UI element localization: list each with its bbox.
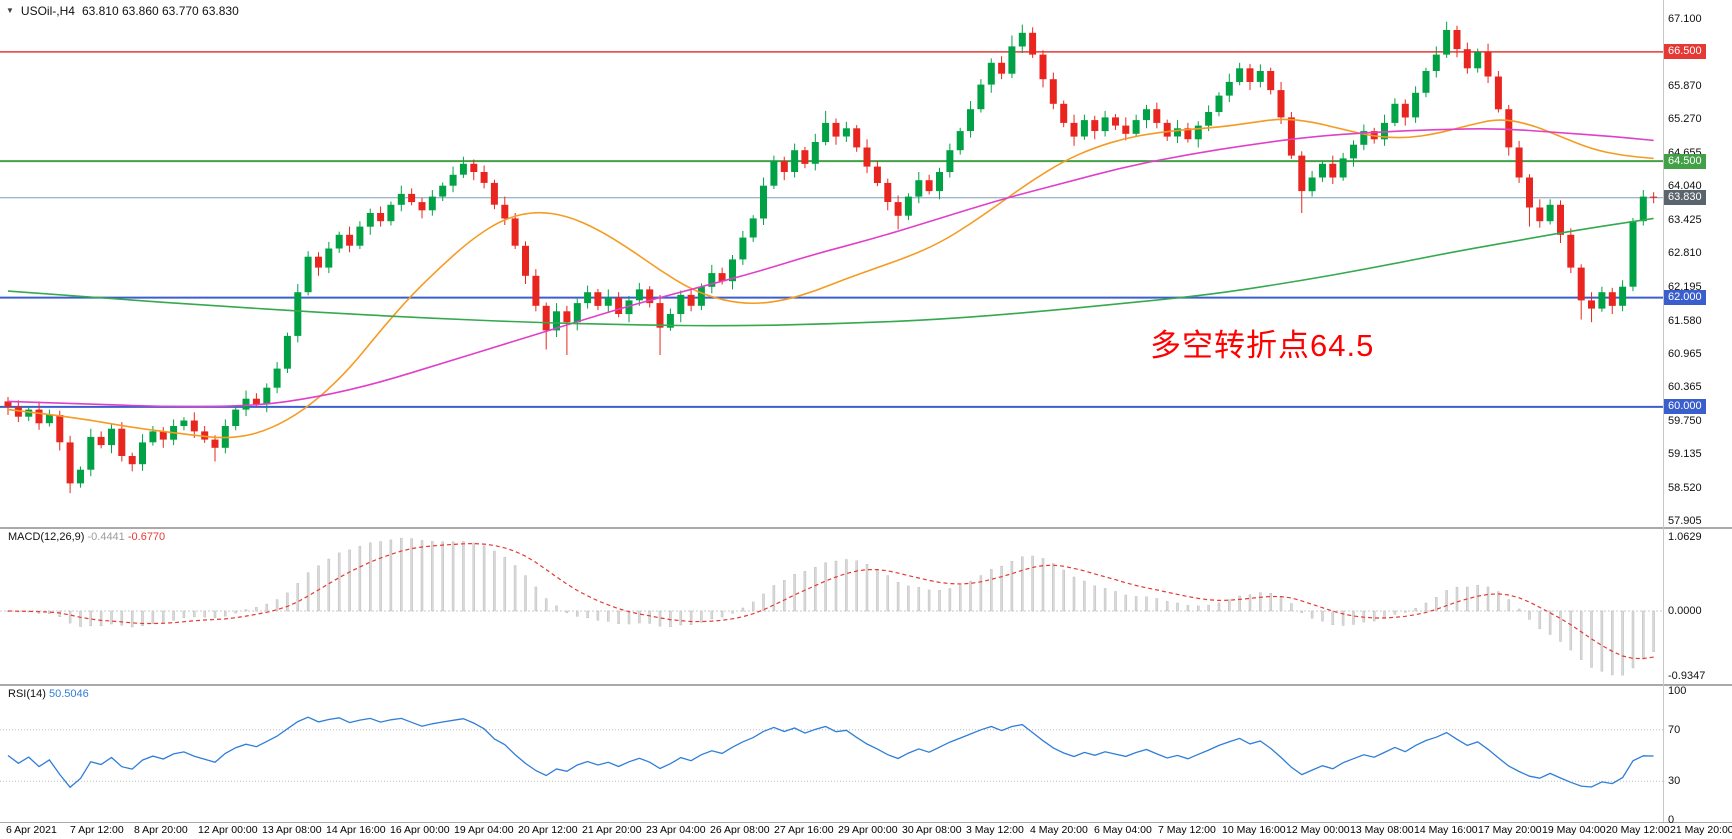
ma-fast-orange-line: [7, 118, 1654, 439]
ma-mid-magenta-line: [7, 127, 1654, 408]
rsi-value: 50.5046: [48, 688, 89, 700]
macd-name: MACD(12,26,9): [8, 531, 85, 543]
panel-separator: [0, 684, 1732, 686]
ohlc-quote-label: 63.810 63.860 63.770 63.830: [81, 4, 239, 18]
macd-indicator-label: MACD(12,26,9) -0.4441 -0.6770: [8, 531, 165, 543]
macd-histogram: [6, 537, 1655, 676]
symbol-timeframe-label: USOil-,H4: [20, 4, 75, 18]
candlestick-series: [4, 21, 1658, 494]
macd-signal-value: -0.6770: [127, 531, 166, 543]
panel-separator: [0, 822, 1732, 823]
axis-divider: [1663, 0, 1664, 822]
symbol-dropdown-icon[interactable]: ▼: [6, 5, 14, 15]
chart-annotation-text: 多空转折点64.5: [1150, 328, 1375, 363]
rsi-name: RSI(14): [8, 688, 46, 700]
chart-header: ▼ USOil-,H4 63.810 63.860 63.770 63.830: [6, 4, 239, 18]
macd-main-value: -0.4441: [87, 531, 125, 543]
ma-slow-green-line: [7, 217, 1654, 327]
rsi-line: [7, 716, 1654, 789]
macd-signal-line: [7, 542, 1654, 660]
rsi-indicator-label: RSI(14) 50.5046: [8, 688, 89, 700]
panel-separator: [0, 527, 1732, 529]
